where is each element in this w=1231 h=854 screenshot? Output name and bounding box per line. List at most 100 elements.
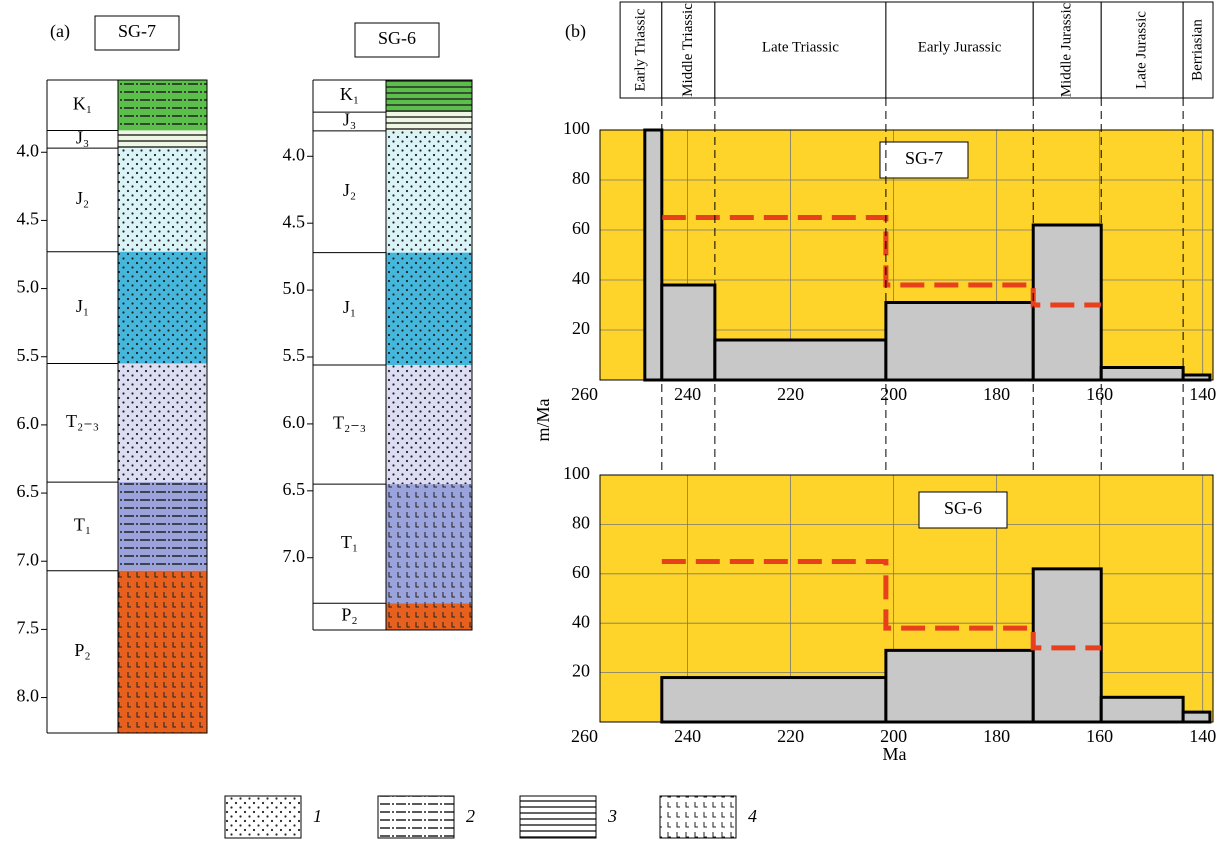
unit-label: P₂ — [341, 605, 357, 625]
bar — [1101, 368, 1183, 381]
y-tick-label: 100 — [563, 118, 590, 138]
y-axis-label: m/Ma — [533, 398, 553, 441]
y-tick-label: 60 — [572, 218, 590, 238]
x-tick-label: 200 — [880, 384, 907, 404]
layer-pattern — [118, 80, 207, 130]
y-tick-label: 8.0 — [17, 686, 40, 706]
unit-label: T₁ — [74, 515, 91, 535]
legend-label: 3 — [607, 806, 617, 826]
x-tick-label: 180 — [983, 726, 1010, 746]
unit-label: J₁ — [76, 296, 89, 316]
y-tick-label: 6.5 — [283, 479, 306, 499]
layer-pattern — [118, 148, 207, 252]
x-tick-label: 180 — [983, 384, 1010, 404]
period-label: Middle Jurassic — [1059, 2, 1075, 97]
column-title: SG-6 — [378, 28, 416, 48]
legend-pattern — [378, 796, 454, 838]
bar — [645, 130, 662, 380]
layer-pattern — [118, 571, 207, 733]
y-tick-label: 80 — [572, 513, 590, 533]
layer-pattern — [118, 482, 207, 571]
plot-title: SG-7 — [905, 148, 943, 168]
panel-label: (b) — [565, 21, 586, 42]
x-tick-label: 140 — [1189, 384, 1216, 404]
layer-pattern — [386, 80, 472, 112]
bar — [1183, 712, 1210, 722]
y-tick-label: 20 — [572, 318, 590, 338]
layer-pattern — [118, 364, 207, 483]
x-tick-label: 240 — [674, 384, 701, 404]
x-tick-label: 260 — [571, 726, 598, 746]
bar — [886, 650, 1033, 722]
x-tick-label: 240 — [674, 726, 701, 746]
y-tick-label: 6.0 — [17, 413, 40, 433]
unit-label: K₁ — [340, 84, 359, 104]
unit-label: J₁ — [343, 297, 356, 317]
unit-label: J₃ — [76, 127, 89, 147]
y-tick-label: 7.0 — [283, 546, 306, 566]
bar — [1101, 697, 1183, 722]
x-axis-label: Ma — [883, 744, 907, 764]
y-tick-label: 5.0 — [283, 278, 306, 298]
layer-pattern — [386, 253, 472, 365]
bar — [662, 678, 886, 722]
layer-pattern — [118, 130, 207, 148]
period-label: Early Jurassic — [918, 39, 1002, 55]
x-tick-label: 260 — [571, 384, 598, 404]
legend-label: 4 — [748, 806, 757, 826]
y-tick-label: 20 — [572, 661, 590, 681]
x-tick-label: 160 — [1086, 384, 1113, 404]
legend-pattern — [225, 796, 301, 838]
unit-label: T₁ — [341, 532, 358, 552]
plot-title: SG-6 — [944, 498, 982, 518]
legend-label: 2 — [466, 806, 475, 826]
period-label: Late Triassic — [762, 39, 839, 55]
x-tick-label: 220 — [777, 384, 804, 404]
bar — [662, 285, 715, 380]
unit-label: J₃ — [343, 110, 356, 130]
y-tick-label: 7.5 — [17, 618, 40, 638]
layer-pattern — [386, 484, 472, 603]
y-tick-label: 4.5 — [283, 211, 306, 231]
x-tick-label: 220 — [777, 726, 804, 746]
unit-label: P₂ — [74, 640, 90, 660]
y-tick-label: 5.5 — [283, 345, 306, 365]
column-title: SG-7 — [118, 21, 156, 41]
bar — [1183, 375, 1210, 380]
unit-label: J₂ — [343, 180, 356, 200]
y-tick-label: 80 — [572, 168, 590, 188]
y-tick-label: 100 — [563, 463, 590, 483]
x-tick-label: 140 — [1189, 726, 1216, 746]
y-tick-label: 60 — [572, 562, 590, 582]
layer-pattern — [118, 252, 207, 364]
layer-pattern — [386, 603, 472, 630]
y-tick-label: 5.0 — [17, 277, 40, 297]
period-label: Middle Triassic — [680, 3, 696, 97]
panel-label: (a) — [50, 21, 70, 42]
period-label: Early Triassic — [632, 8, 648, 91]
y-tick-label: 6.0 — [283, 412, 306, 432]
legend-label: 1 — [313, 806, 322, 826]
x-tick-label: 160 — [1086, 726, 1113, 746]
layer-pattern — [386, 365, 472, 484]
x-tick-label: 200 — [880, 726, 907, 746]
layer-pattern — [386, 131, 472, 253]
y-tick-label: 6.5 — [17, 481, 40, 501]
y-tick-label: 40 — [572, 268, 590, 288]
y-tick-label: 4.5 — [17, 209, 40, 229]
unit-label: T₂₋₃ — [333, 413, 366, 433]
bar — [715, 340, 886, 380]
legend-pattern — [660, 796, 736, 838]
y-tick-label: 4.0 — [17, 140, 40, 160]
y-tick-label: 5.5 — [17, 345, 40, 365]
unit-label: K₁ — [73, 93, 92, 113]
y-tick-label: 4.0 — [283, 144, 306, 164]
bar — [886, 303, 1033, 381]
layer-pattern — [386, 112, 472, 131]
unit-label: J₂ — [76, 188, 89, 208]
y-tick-label: 40 — [572, 611, 590, 631]
legend-pattern — [520, 796, 596, 838]
period-label: Berriasian — [1189, 19, 1205, 81]
unit-label: T₂₋₃ — [66, 411, 99, 431]
figure: (a) (b) SG-7 K₁ J₃ J₂ J₁ T₂₋₃ T₁ P₂ 4.0 4.5 5.0 5.5… — [0, 0, 1231, 854]
